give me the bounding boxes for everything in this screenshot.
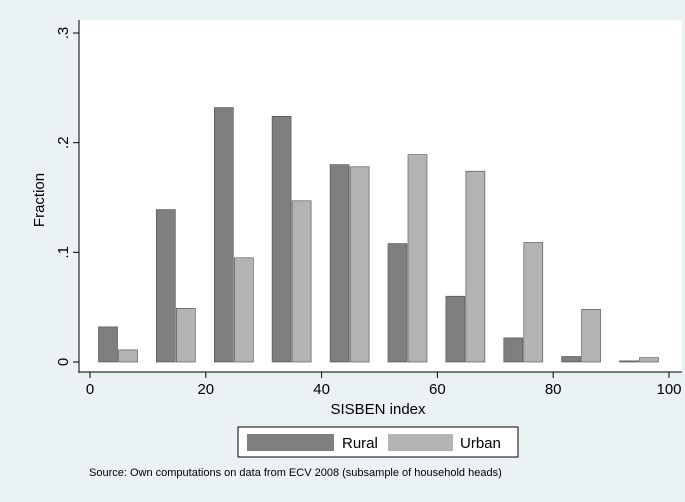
bar-rural-7 (503, 337, 524, 363)
legend-rural-label: Rural (342, 435, 378, 452)
bar-urban-7 (523, 242, 544, 363)
bars-group (98, 107, 659, 363)
legend-urban-swatch (388, 434, 453, 451)
source-note: Source: Own computations on data from EC… (89, 467, 502, 479)
x-axis-title: SISBEN index (330, 401, 426, 418)
bar-urban-5 (407, 154, 428, 363)
bar-rural-1 (156, 209, 176, 363)
bar-urban-3 (291, 200, 312, 363)
bar-urban-1 (176, 307, 196, 363)
legend-urban-label: Urban (460, 435, 501, 452)
bar-rural-5 (387, 243, 408, 363)
bar-rural-6 (445, 295, 466, 363)
x-tick-label-20: 20 (197, 381, 214, 398)
bar-rural-0 (98, 326, 118, 363)
bar-urban-6 (465, 170, 486, 363)
x-tick-label-40: 40 (313, 381, 330, 398)
y-axis-title: Fraction (31, 173, 48, 227)
bar-rural-8 (561, 356, 581, 363)
bar-urban-0 (118, 349, 138, 363)
y-tick-label-3: .3 (55, 27, 72, 40)
bar-urban-9 (639, 357, 659, 363)
y-tick-label-0: 0 (55, 358, 72, 366)
legend-rural-swatch (247, 434, 334, 451)
x-tick-label-0: 0 (86, 381, 94, 398)
bar-urban-8 (581, 309, 601, 363)
bar-rural-3 (271, 116, 292, 363)
bar-rural-9 (619, 360, 639, 363)
bar-urban-2 (234, 257, 254, 363)
bar-rural-2 (214, 107, 234, 363)
y-tick-label-1: .1 (55, 246, 72, 259)
y-tick-label-2: .2 (55, 136, 72, 149)
bar-urban-4 (349, 166, 370, 363)
x-tick-label-100: 100 (656, 381, 681, 398)
bar-rural-4 (329, 164, 350, 363)
x-tick-label-60: 60 (429, 381, 446, 398)
x-tick-label-80: 80 (545, 381, 562, 398)
axes-group: 0 20 40 60 80 100 0 .1 .2 .3 (55, 20, 682, 398)
legend-box (237, 426, 519, 458)
